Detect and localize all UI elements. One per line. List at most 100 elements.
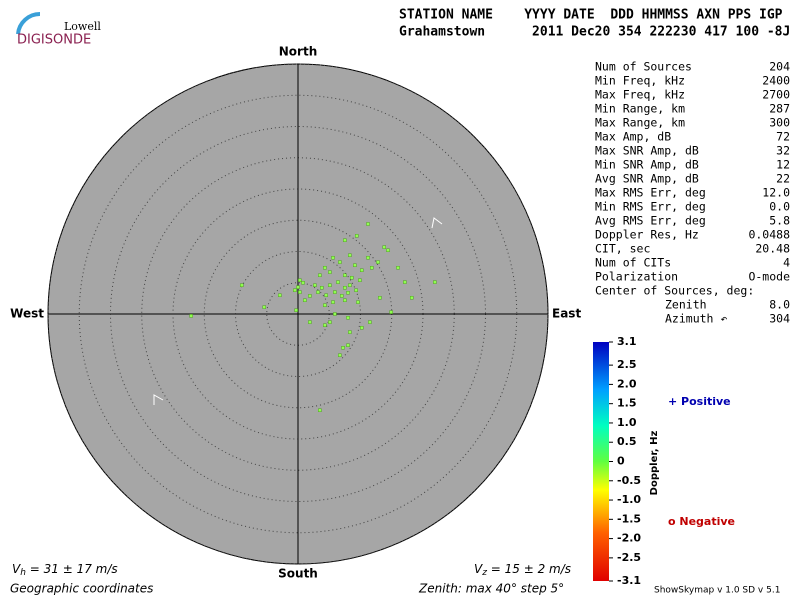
stat-label: Avg RMS Err, deg <box>595 214 706 228</box>
source-point <box>360 326 364 330</box>
stat-value: 4 <box>783 256 790 270</box>
stat-label: CIT, sec <box>595 242 650 256</box>
stat-label: Avg SNR Amp, dB <box>595 172 699 186</box>
source-point <box>328 270 332 274</box>
source-point <box>338 260 342 264</box>
source-point <box>338 353 342 357</box>
stat-value: 304 <box>769 312 790 326</box>
source-point <box>333 312 337 316</box>
source-point <box>331 256 335 260</box>
colorbar-tick-label: 0 <box>617 455 625 468</box>
source-point <box>331 300 335 304</box>
stat-value: 300 <box>769 116 790 130</box>
source-point <box>358 278 362 282</box>
colorbar-tick-label: 1.0 <box>617 416 637 429</box>
stat-value: 22 <box>776 172 790 186</box>
direction-label: South <box>278 567 318 581</box>
source-point <box>389 310 393 314</box>
stat-value: 12 <box>776 158 790 172</box>
stat-value: 0.0488 <box>748 228 790 242</box>
source-point <box>323 323 327 327</box>
source-point <box>343 238 347 242</box>
stat-value: 32 <box>776 144 790 158</box>
source-point <box>354 288 358 292</box>
source-point <box>353 263 357 267</box>
source-point <box>341 346 345 350</box>
source-point <box>316 290 320 294</box>
stat-label: Center of Sources, deg: <box>595 284 754 298</box>
source-point <box>296 285 300 289</box>
stat-label: Doppler Res, Hz <box>595 228 699 242</box>
direction-label: East <box>552 307 581 321</box>
stat-label: Min SNR Amp, dB <box>595 158 699 172</box>
source-point <box>346 316 350 320</box>
logo-bottom: DIGISONDE <box>17 33 91 48</box>
source-point <box>340 294 344 298</box>
colorbar-tick-label: -1.5 <box>617 512 641 525</box>
stat-value: 2400 <box>762 74 790 88</box>
colorbar-tick-label: -3.1 <box>617 574 641 587</box>
source-point <box>350 276 354 280</box>
stat-value: 0.0 <box>769 200 790 214</box>
stat-label: Max Amp, dB <box>595 130 671 144</box>
marker <box>431 217 443 229</box>
source-point <box>343 273 347 277</box>
colorbar-tick-label: 1.5 <box>617 397 637 410</box>
stat-label: Num of CITs <box>595 256 671 270</box>
negative-label: o Negative <box>668 515 735 528</box>
vz-label: Vz = 15 ± 2 m/s <box>474 562 571 578</box>
source-point <box>294 308 298 312</box>
source-point <box>323 266 327 270</box>
stat-label: Max SNR Amp, dB <box>595 144 699 158</box>
source-point <box>346 291 350 295</box>
stat-value: 72 <box>776 130 790 144</box>
source-point <box>396 266 400 270</box>
colorbar-label: Doppler, Hz <box>649 431 660 496</box>
source-point <box>262 305 266 309</box>
source-point <box>355 234 359 238</box>
source-point <box>360 268 364 272</box>
stat-value: 5.8 <box>769 214 790 228</box>
source-point <box>348 330 352 334</box>
direction-label: North <box>279 45 317 59</box>
colorbar-tick-label: -0.5 <box>617 474 641 487</box>
source-point <box>343 286 347 290</box>
logo-top: Lowell <box>64 20 101 33</box>
source-point <box>278 293 282 297</box>
source-point <box>313 283 317 287</box>
colorbar-tick-label: 2.5 <box>617 358 637 371</box>
stat-label: Min Freq, kHz <box>595 74 685 88</box>
stat-label: Num of Sources <box>595 60 692 74</box>
stat-label: Max Freq, kHz <box>595 88 685 102</box>
marker <box>153 394 164 405</box>
source-point <box>328 283 332 287</box>
source-point <box>323 303 327 307</box>
source-point <box>333 290 337 294</box>
logo-arc <box>16 11 41 35</box>
source-point <box>433 280 437 284</box>
zenith-label: Zenith: max 40° step 5° <box>418 582 564 596</box>
source-point <box>298 290 302 294</box>
stat-label: Zenith <box>665 298 707 312</box>
coords-label: Geographic coordinates <box>10 582 153 596</box>
source-point <box>336 280 340 284</box>
colorbar-tick-label: -2.5 <box>617 551 641 564</box>
colorbar <box>593 342 609 581</box>
stat-label: Max RMS Err, deg <box>595 186 706 200</box>
source-point <box>366 222 370 226</box>
positive-label: + Positive <box>668 395 731 408</box>
source-point <box>320 286 324 290</box>
source-point <box>308 320 312 324</box>
colorbar-tick-label: 2.0 <box>617 377 637 390</box>
source-point <box>301 281 305 285</box>
source-point <box>382 245 386 249</box>
source-point <box>370 266 374 270</box>
source-point <box>376 260 380 264</box>
source-point <box>348 283 352 287</box>
stat-value: 12.0 <box>762 186 790 200</box>
colorbar-tick-label: 3.1 <box>617 335 637 348</box>
source-point <box>356 300 360 304</box>
source-point <box>303 298 307 302</box>
version-label: ShowSkymap v 1.0 SD v 5.1 <box>654 586 780 596</box>
